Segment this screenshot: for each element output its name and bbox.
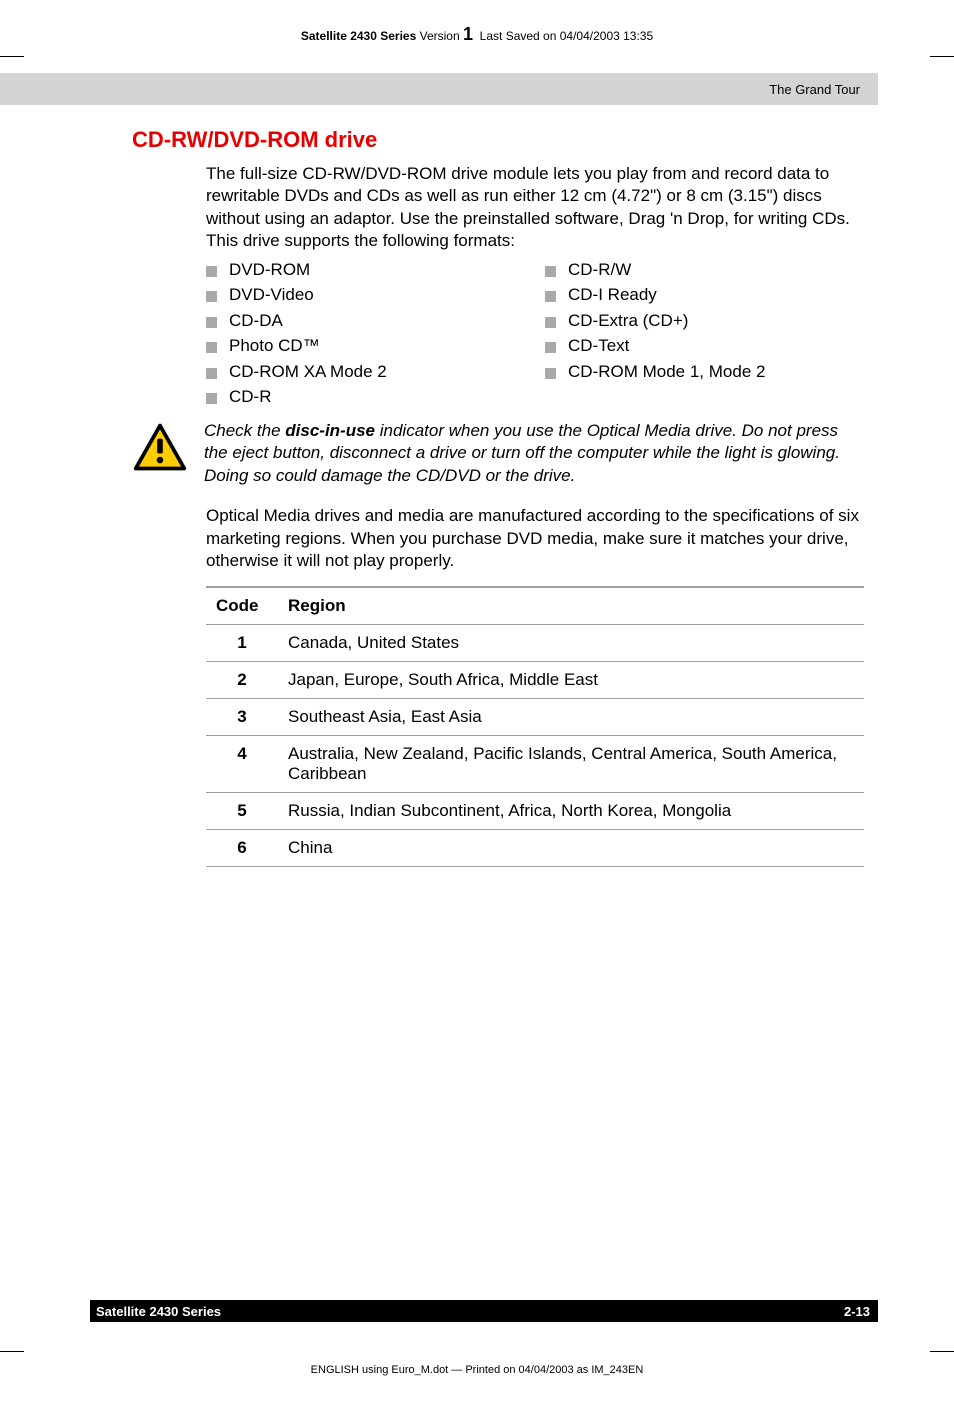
table-cell-region: Australia, New Zealand, Pacific Islands,… [278, 736, 864, 793]
bullet-icon [206, 368, 217, 379]
list-item-label: DVD-Video [229, 282, 314, 308]
table-cell-region: Canada, United States [278, 625, 864, 662]
table-cell-code: 2 [206, 662, 278, 699]
chapter-bar: The Grand Tour [0, 73, 878, 105]
table-cell-region: Russia, Indian Subcontinent, Africa, Nor… [278, 793, 864, 830]
region-table: Code Region 1Canada, United States 2Japa… [206, 586, 864, 867]
list-item: Photo CD™ [206, 333, 525, 359]
table-cell-region: China [278, 830, 864, 867]
table-row: 6China [206, 830, 864, 867]
list-item: CD-R/W [545, 257, 864, 283]
bullet-icon [206, 291, 217, 302]
table-header-code: Code [206, 587, 278, 625]
list-item-label: CD-DA [229, 308, 283, 334]
table-cell-code: 6 [206, 830, 278, 867]
bullet-icon [545, 266, 556, 277]
format-list-right: CD-R/W CD-I Ready CD-Extra (CD+) CD-Text… [545, 257, 864, 410]
list-item: DVD-Video [206, 282, 525, 308]
list-item: CD-ROM XA Mode 2 [206, 359, 525, 385]
para2-text: Optical Media drives and media are manuf… [206, 505, 864, 572]
list-item: DVD-ROM [206, 257, 525, 283]
list-item-label: CD-R/W [568, 257, 631, 283]
list-item-label: DVD-ROM [229, 257, 310, 283]
table-header-region: Region [278, 587, 864, 625]
list-item: CD-R [206, 384, 525, 410]
para2-block: Optical Media drives and media are manuf… [132, 505, 864, 867]
list-item-label: CD-Extra (CD+) [568, 308, 688, 334]
caution-text: Check the disc-in-use indicator when you… [204, 420, 864, 487]
table-row: 1Canada, United States [206, 625, 864, 662]
list-item: CD-I Ready [545, 282, 864, 308]
table-cell-code: 5 [206, 793, 278, 830]
caution-icon [132, 420, 188, 487]
table-row: 5Russia, Indian Subcontinent, Africa, No… [206, 793, 864, 830]
list-item: CD-ROM Mode 1, Mode 2 [545, 359, 864, 385]
crop-mark [930, 1351, 954, 1352]
intro-block: The full-size CD-RW/DVD-ROM drive module… [132, 163, 864, 410]
table-row: 2Japan, Europe, South Africa, Middle Eas… [206, 662, 864, 699]
caution-block: Check the disc-in-use indicator when you… [132, 420, 864, 487]
table-row: 4Australia, New Zealand, Pacific Islands… [206, 736, 864, 793]
header-series: Satellite 2430 Series [301, 29, 416, 43]
list-item: CD-Extra (CD+) [545, 308, 864, 334]
list-item: CD-Text [545, 333, 864, 359]
crop-mark [930, 56, 954, 57]
main-content: CD-RW/DVD-ROM drive The full-size CD-RW/… [90, 127, 864, 867]
crop-mark [0, 56, 24, 57]
list-item-label: CD-Text [568, 333, 629, 359]
print-info-line: ENGLISH using Euro_M.dot — Printed on 04… [0, 1364, 954, 1376]
bullet-icon [206, 317, 217, 328]
bullet-icon [545, 368, 556, 379]
table-cell-code: 4 [206, 736, 278, 793]
crop-mark [0, 1351, 24, 1352]
bullet-icon [206, 393, 217, 404]
bullet-icon [545, 291, 556, 302]
table-cell-region: Japan, Europe, South Africa, Middle East [278, 662, 864, 699]
caution-bold: disc-in-use [285, 421, 375, 440]
header-saved: Last Saved on 04/04/2003 13:35 [480, 29, 653, 43]
table-row: 3Southeast Asia, East Asia [206, 699, 864, 736]
footer-right: 2-13 [844, 1304, 870, 1319]
list-item: CD-DA [206, 308, 525, 334]
header-version-num: 1 [463, 24, 473, 44]
intro-text: The full-size CD-RW/DVD-ROM drive module… [206, 163, 864, 253]
bullet-icon [545, 317, 556, 328]
footer-bar: Satellite 2430 Series 2-13 [90, 1300, 878, 1322]
header-version-label: Version [420, 29, 460, 43]
list-item-label: CD-ROM XA Mode 2 [229, 359, 387, 385]
format-list: DVD-ROM DVD-Video CD-DA Photo CD™ CD-ROM… [206, 257, 864, 410]
bullet-icon [206, 342, 217, 353]
running-header: Satellite 2430 Series Version 1 Last Sav… [90, 24, 864, 45]
caution-pre: Check the [204, 421, 285, 440]
chapter-bar-text: The Grand Tour [769, 82, 860, 97]
table-cell-region: Southeast Asia, East Asia [278, 699, 864, 736]
list-item-label: CD-I Ready [568, 282, 657, 308]
page-content: Satellite 2430 Series Version 1 Last Sav… [0, 0, 954, 887]
bullet-icon [545, 342, 556, 353]
list-item-label: CD-ROM Mode 1, Mode 2 [568, 359, 765, 385]
list-item-label: CD-R [229, 384, 272, 410]
table-cell-code: 3 [206, 699, 278, 736]
bullet-icon [206, 266, 217, 277]
footer-left: Satellite 2430 Series [96, 1304, 221, 1319]
format-list-left: DVD-ROM DVD-Video CD-DA Photo CD™ CD-ROM… [206, 257, 525, 410]
list-item-label: Photo CD™ [229, 333, 320, 359]
table-cell-code: 1 [206, 625, 278, 662]
section-title: CD-RW/DVD-ROM drive [90, 127, 864, 153]
